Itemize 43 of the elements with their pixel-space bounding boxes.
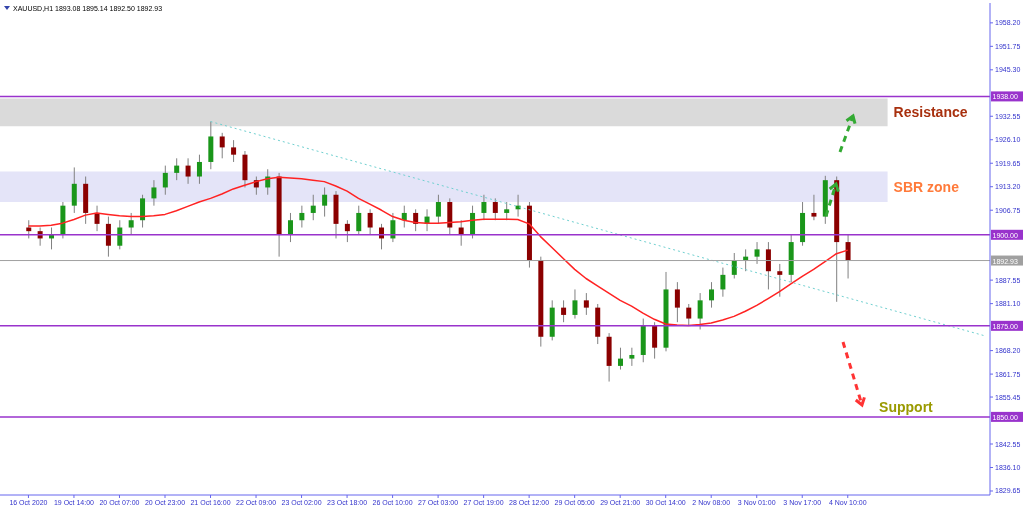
candlestick: [196, 154, 202, 185]
candlestick: [401, 205, 407, 229]
candlestick: [94, 205, 100, 232]
candlestick: [310, 194, 316, 221]
candlestick: [128, 212, 134, 236]
candlestick: [845, 234, 851, 279]
candlestick: [299, 205, 305, 229]
band-label: SBR zone: [893, 178, 960, 195]
candlestick: [174, 157, 180, 181]
candlestick: [162, 165, 168, 196]
candlestick: [481, 194, 487, 221]
candlestick: [572, 288, 578, 320]
candlestick: [777, 263, 783, 298]
candlestick: [71, 166, 77, 214]
candlestick: [231, 139, 237, 163]
band-label: Resistance: [893, 104, 968, 121]
candlestick: [287, 212, 293, 243]
line-series: [27, 176, 849, 327]
candlestick: [105, 216, 111, 258]
candlestick: [344, 219, 350, 243]
annotation: Support: [879, 398, 934, 415]
candlestick: [709, 281, 715, 309]
candlestick: [356, 205, 362, 236]
candlestick: [720, 267, 726, 298]
candlestick: [219, 132, 225, 159]
candlestick: [583, 292, 589, 316]
candlestick: [754, 241, 760, 265]
candlestick: [731, 252, 737, 279]
candlestick: [185, 157, 191, 185]
candlestick: [561, 299, 567, 323]
candlestick: [322, 186, 328, 218]
candlestick: [697, 292, 703, 330]
candlestick: [435, 194, 441, 225]
candlestick: [617, 347, 623, 371]
candlestick: [652, 321, 658, 360]
candlestick: [140, 194, 146, 229]
candlestick: [686, 303, 692, 327]
candlestick: [151, 179, 157, 207]
candlestick: [674, 281, 680, 323]
candlestick: [811, 194, 817, 221]
candlestick: [367, 208, 373, 236]
candlestick: [765, 241, 771, 290]
candlestick: [629, 347, 635, 367]
